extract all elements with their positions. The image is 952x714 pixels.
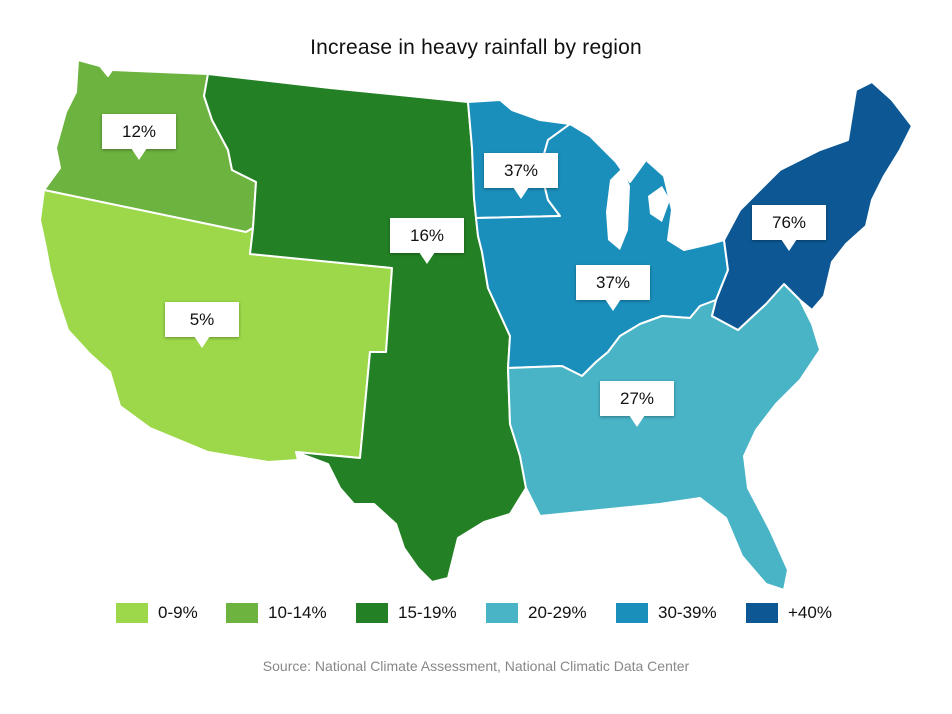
legend-swatch [486,603,518,623]
legend-item: 0-9% [116,601,198,625]
legend-item: 15-19% [356,601,457,625]
callout-great-plains: 16% [390,218,464,264]
legend-label: +40% [788,603,832,622]
source-note: Source: National Climate Assessment, Nat… [262,658,690,674]
legend-swatch [356,603,388,623]
lake-huron [648,186,670,222]
legend-item: +40% [746,601,832,625]
legend-item: 20-29% [486,601,587,625]
region-southeast[interactable] [507,283,821,591]
legend-swatch [226,603,258,623]
callout-midwest: 37% [576,265,650,311]
legend-item: 30-39% [616,601,717,625]
legend-label: 15-19% [398,603,457,622]
legend-label: 20-29% [528,603,587,622]
callout-southwest: 5% [165,302,239,348]
legend-swatch [116,603,148,623]
callout-northwest: 12% [102,114,176,160]
legend-swatch [616,603,648,623]
legend-label: 0-9% [158,603,198,622]
legend-label: 30-39% [658,603,717,622]
callout-upper-midwest: 37% [484,153,558,199]
map-title: Increase in heavy rainfall by region [310,36,642,59]
legend: 0-9% 10-14% 15-19% 20-29% 30-39% +40% [0,601,952,625]
callout-southeast: 27% [600,381,674,427]
callout-northeast: 76% [752,205,826,251]
legend-item: 10-14% [226,601,327,625]
lake-michigan [606,168,630,250]
legend-label: 10-14% [268,603,327,622]
legend-swatch [746,603,778,623]
